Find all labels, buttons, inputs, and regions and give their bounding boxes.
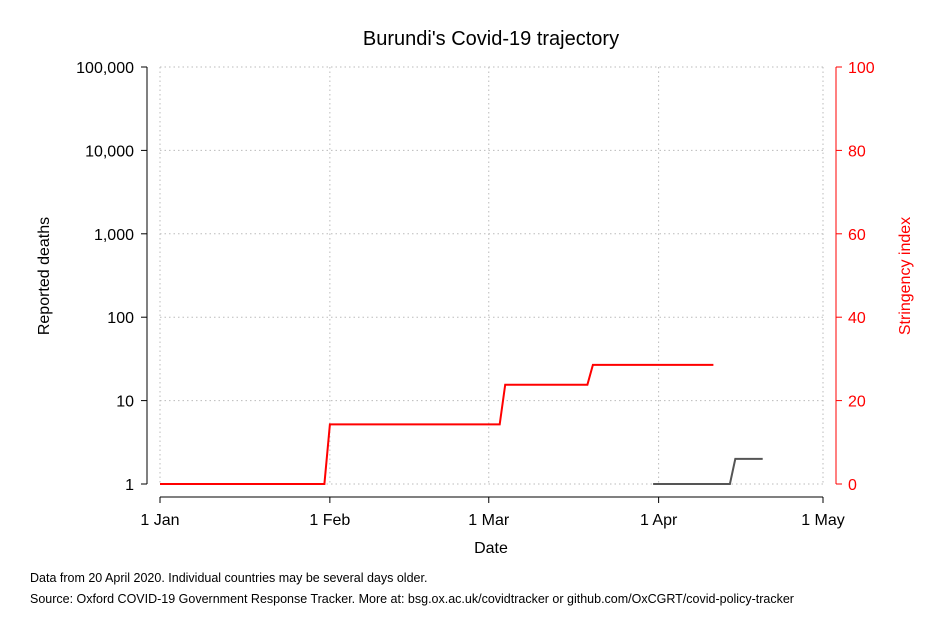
y-left-tick-label: 100 xyxy=(107,310,134,327)
y-right-tick-label: 60 xyxy=(848,227,866,244)
y-right-tick-label: 20 xyxy=(848,394,866,411)
y-right-tick-label: 40 xyxy=(848,310,866,327)
y-right-tick-label: 80 xyxy=(848,143,866,160)
x-axis-label: Date xyxy=(474,540,508,557)
axes xyxy=(141,66,842,503)
y-right-tick-label: 0 xyxy=(848,477,857,494)
x-tick-label: 1 Apr xyxy=(640,512,678,529)
stringency-line xyxy=(160,363,714,485)
series-lines xyxy=(160,363,763,485)
x-tick-label: 1 Jan xyxy=(140,512,179,529)
y-left-tick-label: 100,000 xyxy=(76,60,134,77)
y-axis-right-label: Stringency index xyxy=(897,217,914,335)
x-tick-label: 1 Mar xyxy=(468,512,510,529)
chart: Burundi's Covid-19 trajectory 1 10 100 1,00… xyxy=(36,28,914,557)
y-left-tick-label: 10 xyxy=(116,394,134,411)
tick-labels: 1 10 100 1,000 10,000 100,000 0 20 40 60 80 100 1 Ja… xyxy=(76,60,875,529)
deaths-line xyxy=(653,457,763,485)
data-date-note: Data from 20 April 2020. Individual coun… xyxy=(30,571,428,585)
chart-title: Burundi's Covid-19 trajectory xyxy=(363,28,619,50)
source-note: Source: Oxford COVID-19 Government Respo… xyxy=(30,592,794,606)
gridlines xyxy=(159,66,824,485)
x-tick-label: 1 Feb xyxy=(309,512,350,529)
y-left-tick-label: 1 xyxy=(125,477,134,494)
y-left-tick-label: 10,000 xyxy=(85,143,134,160)
y-left-tick-label: 1,000 xyxy=(94,227,134,244)
x-tick-label: 1 May xyxy=(801,512,845,529)
y-axis-left-label: Reported deaths xyxy=(36,217,53,335)
y-right-tick-label: 100 xyxy=(848,60,875,77)
